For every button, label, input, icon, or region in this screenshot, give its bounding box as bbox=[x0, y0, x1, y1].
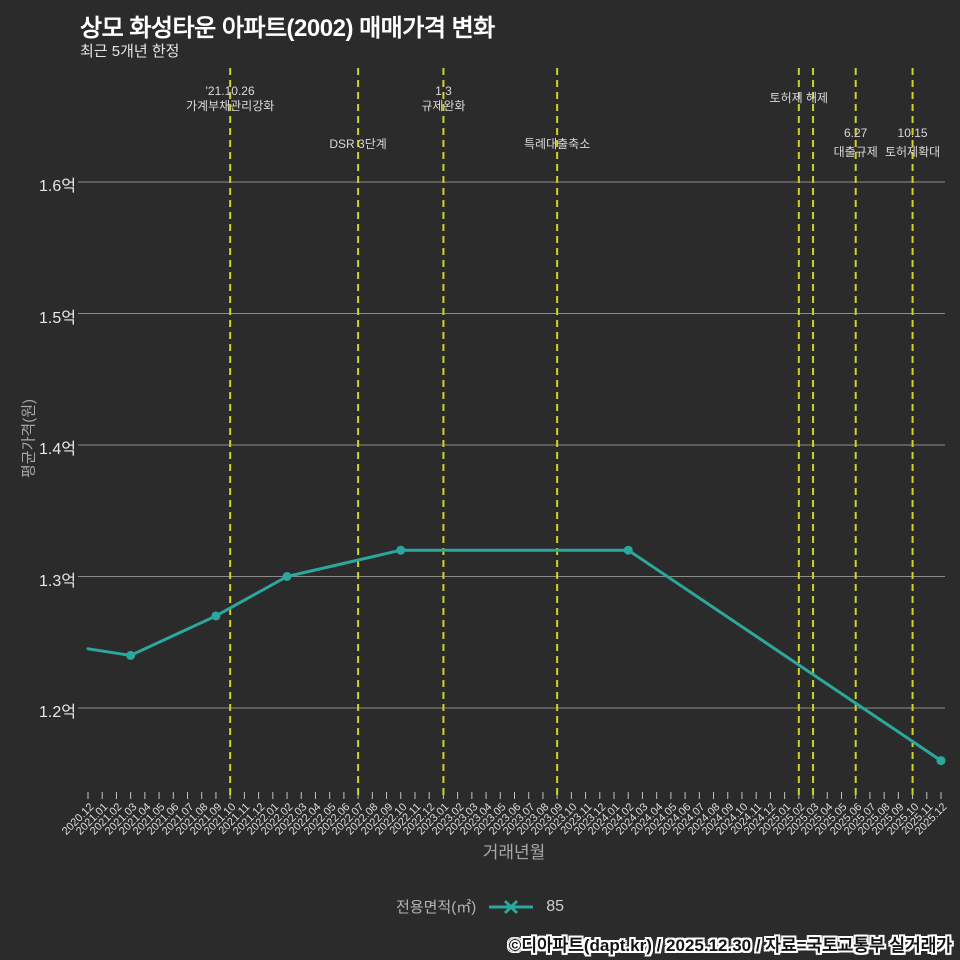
data-point-marker bbox=[936, 756, 946, 766]
data-point-marker bbox=[211, 611, 221, 621]
annotation-label-line: 토허제확대 bbox=[884, 145, 941, 159]
annotation-label: DSR 3단계 bbox=[268, 137, 448, 152]
chart-subtitle: 최근 5개년 한정 bbox=[80, 43, 180, 60]
data-point-marker bbox=[282, 572, 292, 581]
annotation-label-line: DSR 3단계 bbox=[329, 137, 387, 151]
footer-credit: ©디아파트(dapt.kr) / 2025.12.30 / 자료=국토교통부 실… bbox=[508, 936, 952, 955]
annotation-label-line: 규제완화 bbox=[421, 99, 466, 113]
annotation-label: '21.10.26 가계부채관리강화 bbox=[140, 84, 320, 114]
y-tick-label: 1.5억 bbox=[39, 309, 76, 327]
annotation-label: 1.3 규제완화 bbox=[353, 84, 533, 114]
annotation-label: 6.27 대출규제 bbox=[766, 124, 946, 162]
annotation-label-line: 1.3 bbox=[435, 84, 452, 98]
x-axis-title: 거래년월 bbox=[482, 843, 546, 862]
data-point-marker bbox=[623, 545, 633, 555]
y-tick-label: 1.2억 bbox=[39, 704, 76, 721]
annotation-label-line: 특례대출축소 bbox=[524, 137, 591, 151]
y-tick-label: 1.4억 bbox=[39, 441, 76, 458]
annotation-label-line: 가계부채관리강화 bbox=[185, 99, 275, 113]
data-point-marker bbox=[126, 650, 136, 660]
data-point-marker bbox=[396, 545, 406, 555]
legend-label: 전용면적(㎡) bbox=[396, 899, 477, 916]
annotation-label-line: '21.10.26 bbox=[205, 84, 255, 98]
legend-series-name: 85 bbox=[546, 897, 564, 915]
annotation-label-line: 6.27 bbox=[844, 126, 868, 140]
annotation-label: 특례대출축소 bbox=[467, 137, 647, 152]
annotation-label-line: 대출규제 bbox=[833, 145, 878, 159]
annotation-label: 토허제 해제 bbox=[709, 91, 889, 106]
chart-title: 상모 화성타운 아파트(2002) 매매가격 변화 bbox=[80, 15, 495, 42]
annotation-label-line: 토허제 해제 bbox=[769, 91, 829, 105]
annotation-label-line: 10.15 bbox=[897, 126, 928, 140]
legend: 전용면적(㎡) 85 bbox=[0, 896, 960, 917]
y-tick-label: 1.3억 bbox=[39, 572, 76, 590]
annotation-label: 10.15 토허제확대 bbox=[823, 124, 960, 162]
y-tick-label: 1.6억 bbox=[39, 178, 76, 195]
legend-line-marker-icon bbox=[489, 899, 534, 914]
